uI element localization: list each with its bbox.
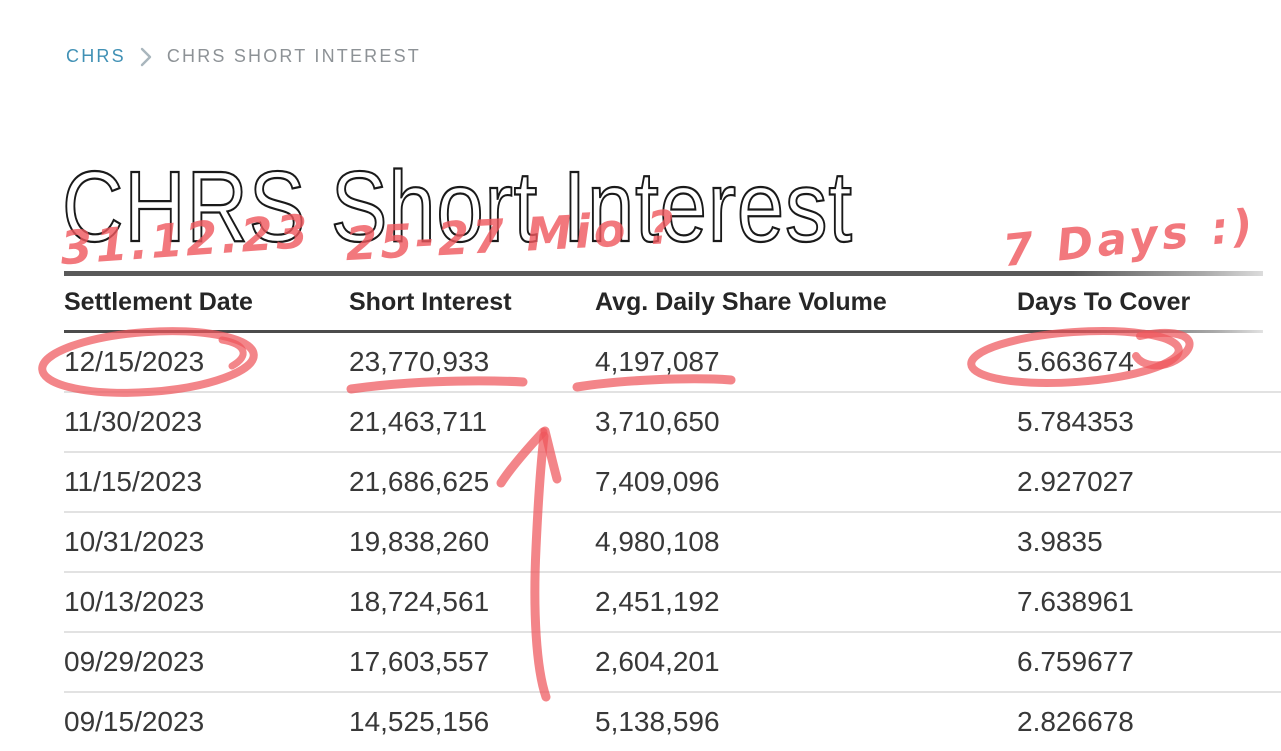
cell-avg-daily-share-volume: 3,710,650 — [595, 406, 720, 437]
cell-days-to-cover: 5.663674 — [1017, 346, 1134, 377]
cell-avg-daily-share-volume: 2,604,201 — [595, 646, 720, 677]
table-row: 12/15/2023 23,770,933 4,197,087 5.663674 — [64, 333, 1281, 393]
table-header-row: Settlement Date Short Interest Avg. Dail… — [64, 271, 1281, 333]
table-row: 09/29/2023 17,603,557 2,604,201 6.759677 — [64, 633, 1281, 693]
cell-avg-daily-share-volume: 4,197,087 — [595, 346, 720, 377]
cell-days-to-cover: 7.638961 — [1017, 586, 1134, 617]
breadcrumb-link-chrs[interactable]: CHRS — [66, 46, 126, 66]
table-row: 09/15/2023 14,525,156 5,138,596 2.826678 — [64, 693, 1281, 751]
handwritten-note-days-to-cover: 7 Days :) — [1000, 200, 1259, 277]
cell-settlement-date: 09/15/2023 — [64, 706, 205, 737]
cell-avg-daily-share-volume: 4,980,108 — [595, 526, 720, 557]
column-header-settlement-date: Settlement Date — [64, 287, 253, 316]
cell-avg-daily-share-volume: 2,451,192 — [595, 586, 720, 617]
table-header-rule — [64, 330, 1263, 333]
table-top-rule — [64, 271, 1263, 276]
table-row: 10/31/2023 19,838,260 4,980,108 3.9835 — [64, 513, 1281, 573]
cell-avg-daily-share-volume: 5,138,596 — [595, 706, 720, 737]
cell-days-to-cover: 2.826678 — [1017, 706, 1134, 737]
cell-avg-daily-share-volume: 7,409,096 — [595, 466, 720, 497]
cell-days-to-cover: 2.927027 — [1017, 466, 1134, 497]
table-row: 10/13/2023 18,724,561 2,451,192 7.638961 — [64, 573, 1281, 633]
cell-short-interest: 23,770,933 — [349, 346, 490, 377]
cell-short-interest: 14,525,156 — [349, 706, 490, 737]
table-row: 11/15/2023 21,686,625 7,409,096 2.927027 — [64, 453, 1281, 513]
chevron-right-icon — [140, 47, 153, 67]
cell-settlement-date: 11/30/2023 — [64, 406, 203, 437]
breadcrumb-current: CHRS SHORT INTEREST — [166, 46, 421, 66]
cell-short-interest: 18,724,561 — [349, 586, 490, 617]
column-header-days-to-cover: Days To Cover — [1017, 287, 1191, 316]
cell-days-to-cover: 3.9835 — [1017, 526, 1103, 557]
column-header-short-interest: Short Interest — [349, 287, 512, 316]
cell-short-interest: 21,463,711 — [349, 406, 488, 437]
cell-short-interest: 17,603,557 — [349, 646, 490, 677]
cell-days-to-cover: 5.784353 — [1017, 406, 1134, 437]
cell-days-to-cover: 6.759677 — [1017, 646, 1134, 677]
breadcrumb: CHRS CHRS SHORT INTEREST — [66, 46, 421, 67]
cell-settlement-date: 10/13/2023 — [64, 586, 205, 617]
page-title: CHRS Short Interest — [61, 151, 853, 263]
cell-short-interest: 21,686,625 — [349, 466, 490, 497]
cell-settlement-date: 11/15/2023 — [64, 466, 203, 497]
cell-short-interest: 19,838,260 — [349, 526, 490, 557]
cell-settlement-date: 10/31/2023 — [64, 526, 205, 557]
cell-settlement-date: 12/15/2023 — [64, 346, 205, 377]
table-row: 11/30/2023 21,463,711 3,710,650 5.784353 — [64, 393, 1281, 453]
column-header-avg-daily-share-volume: Avg. Daily Share Volume — [595, 287, 887, 316]
short-interest-table: Settlement Date Short Interest Avg. Dail… — [64, 271, 1281, 751]
cell-settlement-date: 09/29/2023 — [64, 646, 205, 677]
